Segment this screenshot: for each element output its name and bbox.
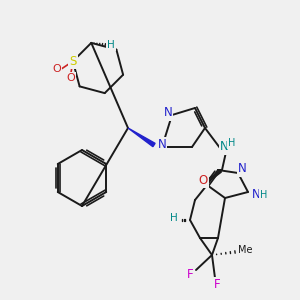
Text: Me: Me — [238, 245, 252, 255]
Text: F: F — [187, 268, 193, 281]
Text: O: O — [67, 73, 75, 83]
Text: O: O — [198, 173, 208, 187]
Text: N: N — [252, 188, 260, 202]
Text: N: N — [164, 106, 172, 119]
Text: H: H — [107, 40, 115, 50]
Text: H: H — [260, 190, 268, 200]
Text: H: H — [170, 213, 178, 223]
Text: H: H — [228, 138, 236, 148]
Text: N: N — [220, 140, 228, 154]
Text: N: N — [238, 163, 246, 176]
Text: F: F — [214, 278, 220, 292]
Text: O: O — [52, 64, 61, 74]
Polygon shape — [128, 128, 155, 147]
Text: S: S — [69, 55, 76, 68]
Text: N: N — [158, 139, 166, 152]
